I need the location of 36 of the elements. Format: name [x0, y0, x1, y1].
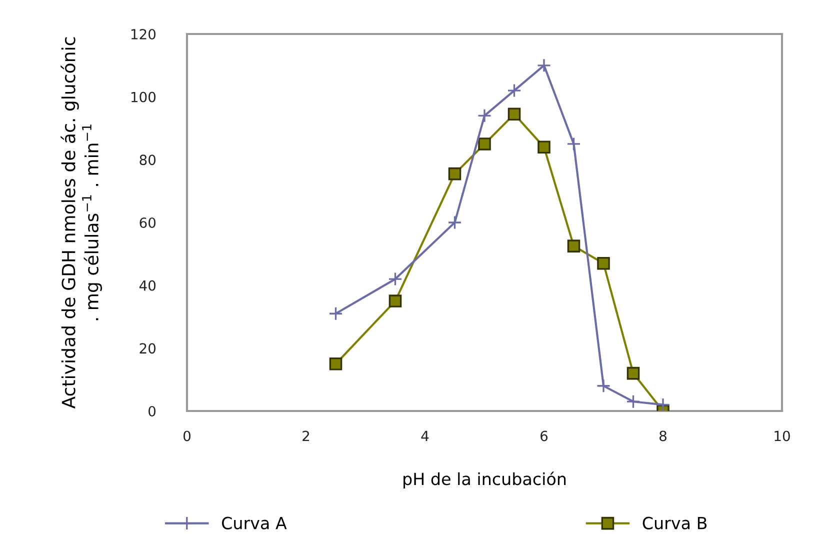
point: [566, 136, 581, 152]
y-tick-label: 120: [131, 28, 156, 40]
y-tick-label: 20: [140, 343, 156, 354]
x-tick-label: 4: [421, 430, 429, 441]
y-tick-label: 40: [139, 280, 156, 291]
y-tick-label: 60: [140, 217, 156, 228]
point: [596, 378, 611, 393]
x-tick-label: 2: [302, 430, 310, 441]
point: [567, 240, 580, 252]
x-tick-label: 6: [540, 430, 548, 442]
y-tick-label: 80: [140, 154, 156, 166]
x-tick-label: 0: [183, 430, 190, 442]
point: [507, 83, 522, 98]
legend-label: Curva A: [222, 516, 287, 530]
x-axis-title: pH de la incubación: [404, 472, 566, 488]
point: [536, 58, 552, 72]
point: [388, 272, 402, 286]
legend-label: Curva B: [642, 516, 707, 530]
y-tick-label: 100: [131, 92, 156, 102]
x-tick-label: 10: [774, 430, 790, 442]
point: [656, 398, 670, 411]
y-tick-label: 0: [148, 406, 156, 416]
point: [626, 366, 640, 380]
point: [328, 306, 343, 321]
point: [477, 108, 492, 123]
point: [597, 256, 610, 270]
point: [388, 294, 402, 308]
point: [478, 138, 491, 150]
point: [626, 394, 640, 409]
point: [329, 357, 342, 370]
point: [538, 140, 550, 154]
point: [448, 215, 462, 230]
x-tick-label: 8: [660, 430, 666, 442]
point: [508, 108, 521, 121]
point: [448, 167, 462, 180]
y-axis-title: Actividad de GDH nmoles de ác. glucónic . mg células$^{−1}$ . min$^{−1}$: [60, 37, 102, 409]
